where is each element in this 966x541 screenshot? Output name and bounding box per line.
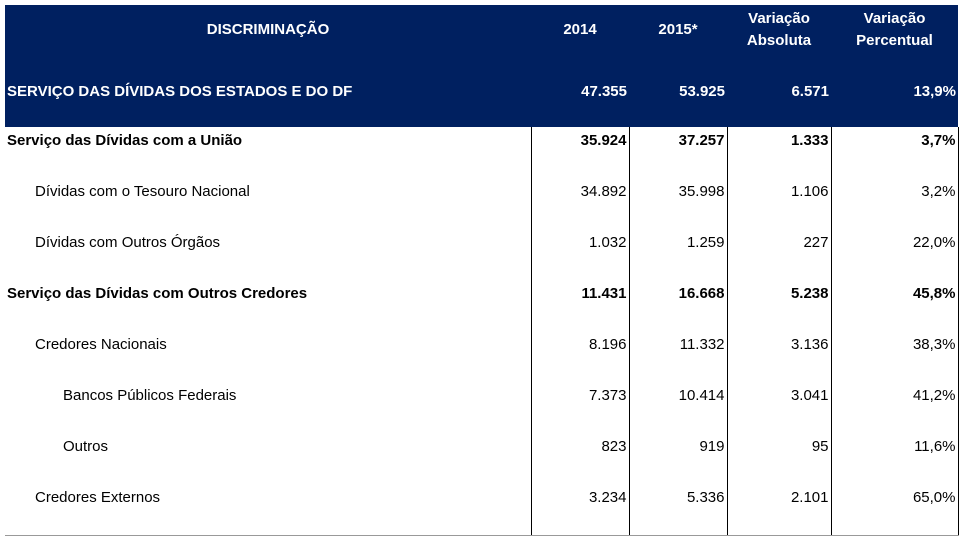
table-row: Outros 823 919 95 11,6%	[5, 433, 959, 484]
table-row: Dívidas com Outros Órgãos 1.032 1.259 227 22…	[5, 229, 959, 280]
value-cell: 919	[629, 433, 728, 484]
value-cell: 35.998	[629, 178, 728, 229]
header-row: DISCRIMINAÇÃO 2014 2015* Variação Absoluta V…	[5, 5, 958, 55]
value-cell: 22,0%	[831, 229, 959, 280]
value-cell: 95	[727, 433, 832, 484]
value-cell: 38,3%	[831, 331, 959, 382]
value-cell: 5.238	[727, 280, 832, 331]
label-cell: Credores Nacionais	[5, 331, 532, 382]
header-cell: Variação Percentual	[831, 5, 958, 55]
value-cell: 1.106	[727, 178, 832, 229]
label-cell: Outros	[5, 433, 532, 484]
table-row: Serviço das Dívidas com Outros Credores 1…	[5, 280, 959, 331]
value-cell: 41,2%	[831, 382, 959, 433]
value-cell: 227	[727, 229, 832, 280]
table-row: Credores Externos 3.234 5.336 2.101 65,0%	[5, 484, 959, 536]
value-cell: 10.414	[629, 382, 728, 433]
value-cell: 35.924	[531, 127, 630, 178]
value-cell: 3.041	[727, 382, 832, 433]
table-row: Credores Nacionais 8.196 11.332 3.136 38,3%	[5, 331, 959, 382]
label-cell: Credores Externos	[5, 484, 532, 536]
value-cell: 34.892	[531, 178, 630, 229]
value-cell: 823	[531, 433, 630, 484]
label-cell: Dívidas com o Tesouro Nacional	[5, 178, 532, 229]
value-cell: 37.257	[629, 127, 728, 178]
header-cell: 2014	[531, 5, 629, 55]
value-cell: 45,8%	[831, 280, 959, 331]
value-cell: 3.234	[531, 484, 630, 536]
value-cell: 8.196	[531, 331, 630, 382]
value-cell: 1.259	[629, 229, 728, 280]
value-cell: 3,2%	[831, 178, 959, 229]
header-cell: 2015*	[629, 5, 727, 55]
value-cell: 11,6%	[831, 433, 959, 484]
label-cell: Serviço das Dívidas com Outros Credores	[5, 280, 532, 331]
value-cell: 2.101	[727, 484, 832, 536]
value-cell: 65,0%	[831, 484, 959, 536]
value-cell: 11.332	[629, 331, 728, 382]
value-cell: 7.373	[531, 382, 630, 433]
table-row: Serviço das Dívidas com a União 35.924 37.…	[5, 127, 959, 178]
header-cell: DISCRIMINAÇÃO	[5, 5, 531, 55]
table-body: SERVIÇO DAS DÍVIDAS DOS ESTADOS E DO DF 4…	[5, 55, 959, 536]
debt-table: DISCRIMINAÇÃO 2014 2015* Variação Absoluta V…	[5, 5, 959, 536]
value-cell: 53.925	[629, 55, 727, 127]
table-row: Bancos Públicos Federais 7.373 10.414 3.041…	[5, 382, 959, 433]
label-cell: SERVIÇO DAS DÍVIDAS DOS ESTADOS E DO DF	[5, 55, 531, 127]
value-cell: 3.136	[727, 331, 832, 382]
value-cell: 3,7%	[831, 127, 959, 178]
value-cell: 1.333	[727, 127, 832, 178]
table-row: Dívidas com o Tesouro Nacional 34.892 35.9…	[5, 178, 959, 229]
value-cell: 16.668	[629, 280, 728, 331]
value-cell: 1.032	[531, 229, 630, 280]
header-cell: Variação Absoluta	[727, 5, 831, 55]
label-cell: Dívidas com Outros Órgãos	[5, 229, 532, 280]
table-row: SERVIÇO DAS DÍVIDAS DOS ESTADOS E DO DF 4…	[5, 55, 958, 127]
value-cell: 13,9%	[831, 55, 958, 127]
value-cell: 5.336	[629, 484, 728, 536]
label-cell: Bancos Públicos Federais	[5, 382, 532, 433]
table-header: DISCRIMINAÇÃO 2014 2015* Variação Absoluta V…	[5, 5, 958, 55]
value-cell: 47.355	[531, 55, 629, 127]
value-cell: 11.431	[531, 280, 630, 331]
value-cell: 6.571	[727, 55, 831, 127]
label-cell: Serviço das Dívidas com a União	[5, 127, 532, 178]
